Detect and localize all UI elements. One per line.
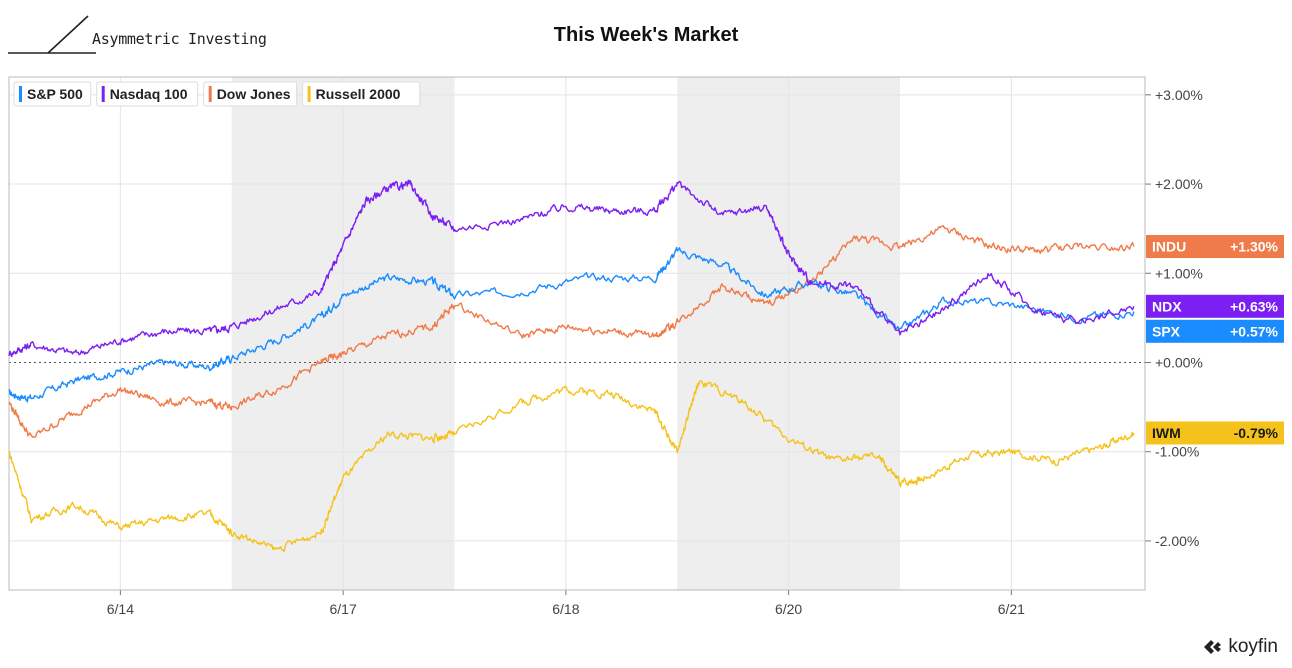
x-tick-label: 6/18 xyxy=(552,601,579,617)
value-badge-indu xyxy=(1146,235,1284,259)
koyfin-logo-text: koyfin xyxy=(1228,636,1278,657)
y-tick-label: +0.00% xyxy=(1155,354,1203,370)
x-tick-label: 6/21 xyxy=(998,601,1025,617)
koyfin-icon xyxy=(1204,640,1222,654)
value-badge-value: -0.79% xyxy=(1234,425,1279,441)
legend-label: Dow Jones xyxy=(217,86,291,102)
value-badge-value: +0.57% xyxy=(1230,323,1278,339)
legend-swatch xyxy=(101,86,105,102)
y-tick-label: -1.00% xyxy=(1155,444,1199,460)
series-line-indu xyxy=(8,225,1135,438)
asymmetric-logo-mark xyxy=(8,15,96,54)
legend-label: Nasdaq 100 xyxy=(110,86,188,102)
value-badge-ndx xyxy=(1146,294,1284,318)
brand-logo xyxy=(8,12,278,62)
brand-name: Asymmetric Investing xyxy=(92,30,267,48)
value-badge-ticker: NDX xyxy=(1152,298,1182,314)
x-tick-label: 6/20 xyxy=(775,601,802,617)
value-badge-ticker: INDU xyxy=(1152,239,1186,255)
x-tick-label: 6/14 xyxy=(107,601,134,617)
legend-swatch xyxy=(19,86,22,102)
legend-swatch xyxy=(208,86,212,102)
value-badge-value: +0.63% xyxy=(1230,298,1278,314)
legend-swatch xyxy=(307,86,311,102)
plot-frame xyxy=(8,76,1146,591)
legend-item-ndx xyxy=(96,81,199,107)
legend-item-spx xyxy=(13,81,92,107)
legend-label: Russell 2000 xyxy=(316,86,401,102)
value-badge-ticker: SPX xyxy=(1152,323,1181,339)
legend-item-indu xyxy=(203,81,298,107)
series-line-ndx xyxy=(8,179,1135,358)
value-badge-iwm xyxy=(1146,421,1284,445)
y-tick-label: +3.00% xyxy=(1155,87,1203,103)
koyfin-logo: koyfin xyxy=(1202,636,1278,658)
legend-label: S&P 500 xyxy=(27,86,83,102)
series-line-spx xyxy=(8,246,1135,403)
value-badge-ticker: IWM xyxy=(1152,425,1181,441)
y-tick-label: +1.00% xyxy=(1155,265,1203,281)
legend-item-iwm xyxy=(302,81,421,107)
y-tick-label: +2.00% xyxy=(1155,176,1203,192)
y-tick-label: -2.00% xyxy=(1155,533,1199,549)
series-line-iwm xyxy=(8,380,1135,553)
value-badge-spx xyxy=(1146,319,1284,343)
x-tick-label: 6/17 xyxy=(329,601,356,617)
value-badge-value: +1.30% xyxy=(1230,239,1278,255)
chart-title: This Week's Market xyxy=(553,24,739,46)
